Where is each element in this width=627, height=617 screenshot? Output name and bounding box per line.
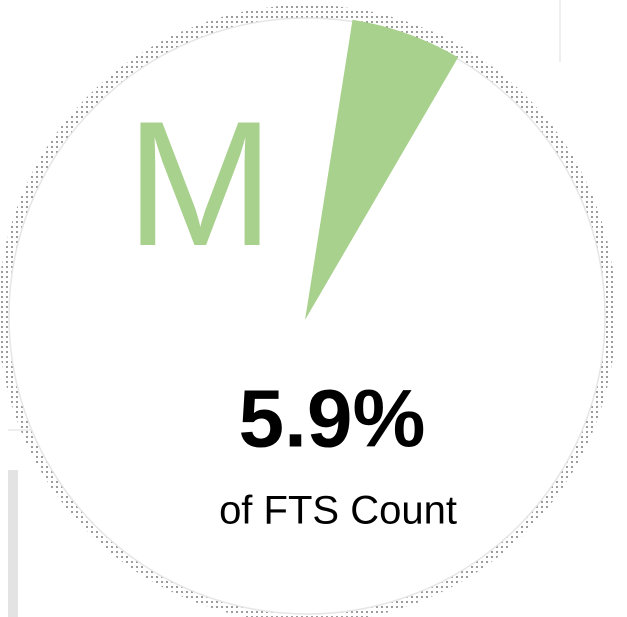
dotted-shadow — [0, 5, 616, 617]
value-label: 5.9% — [239, 374, 426, 465]
frame-bar — [8, 470, 18, 617]
caption: of FTS Count — [219, 489, 457, 533]
category-label: M — [126, 84, 274, 283]
pie-slice — [305, 19, 459, 321]
